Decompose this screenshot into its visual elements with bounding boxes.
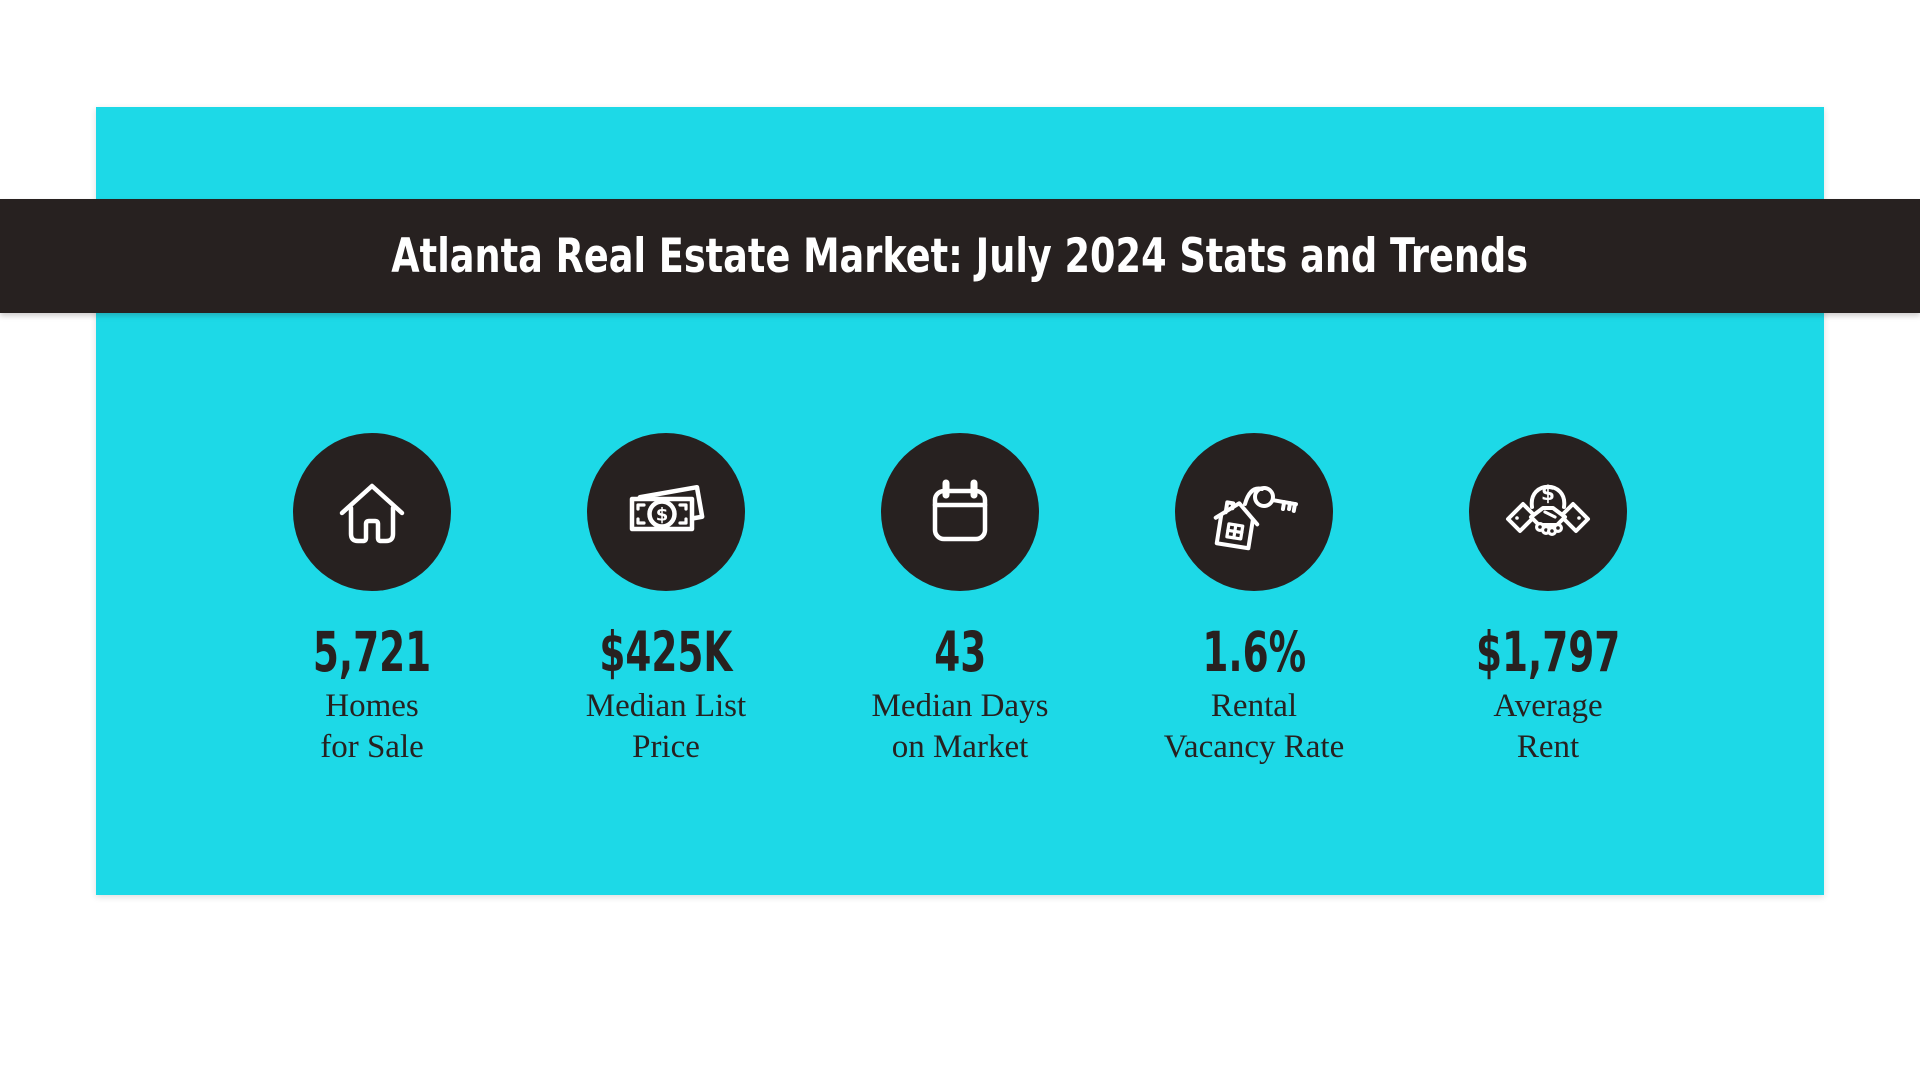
money-icon: $ xyxy=(629,484,705,532)
stat-card-median-list-price: $ $425K Median List Price xyxy=(519,433,813,767)
stat-icon-circle xyxy=(1175,433,1333,591)
stat-icon-circle: $ xyxy=(587,433,745,591)
stat-value: $425K xyxy=(599,620,733,684)
stat-value: 1.6% xyxy=(1202,620,1306,684)
stat-label: Homes for Sale xyxy=(320,688,424,765)
stat-icon-circle xyxy=(293,433,451,591)
calendar-icon xyxy=(932,479,988,542)
stat-card-homes-for-sale: 5,721 Homes for Sale xyxy=(225,433,519,767)
house-key-icon xyxy=(1213,486,1298,551)
stat-label: Average Rent xyxy=(1493,688,1603,765)
title-banner: Atlanta Real Estate Market: July 2024 St… xyxy=(0,199,1920,313)
handshake-dollar-icon: $ xyxy=(1506,481,1590,536)
stat-card-median-days-on-market: 43 Median Days on Market xyxy=(813,433,1107,767)
stats-row: 5,721 Homes for Sale $ $425K Median List… xyxy=(225,433,1695,767)
svg-text:$: $ xyxy=(656,505,669,526)
stat-label: Median Days on Market xyxy=(871,688,1049,765)
house-icon xyxy=(339,483,405,544)
stat-label: Median List Price xyxy=(585,688,747,765)
stat-value: 5,721 xyxy=(312,620,432,684)
page-title: Atlanta Real Estate Market: July 2024 St… xyxy=(391,228,1529,284)
stat-card-average-rent: $ $1,797 Average Rent xyxy=(1401,433,1695,767)
svg-text:$: $ xyxy=(1541,481,1555,505)
stat-card-rental-vacancy-rate: 1.6% Rental Vacancy Rate xyxy=(1107,433,1401,767)
stat-icon-circle xyxy=(881,433,1039,591)
stat-value: $1,797 xyxy=(1475,620,1621,684)
stat-value: 43 xyxy=(933,620,987,684)
stat-icon-circle: $ xyxy=(1469,433,1627,591)
stat-label: Rental Vacancy Rate xyxy=(1163,688,1345,765)
